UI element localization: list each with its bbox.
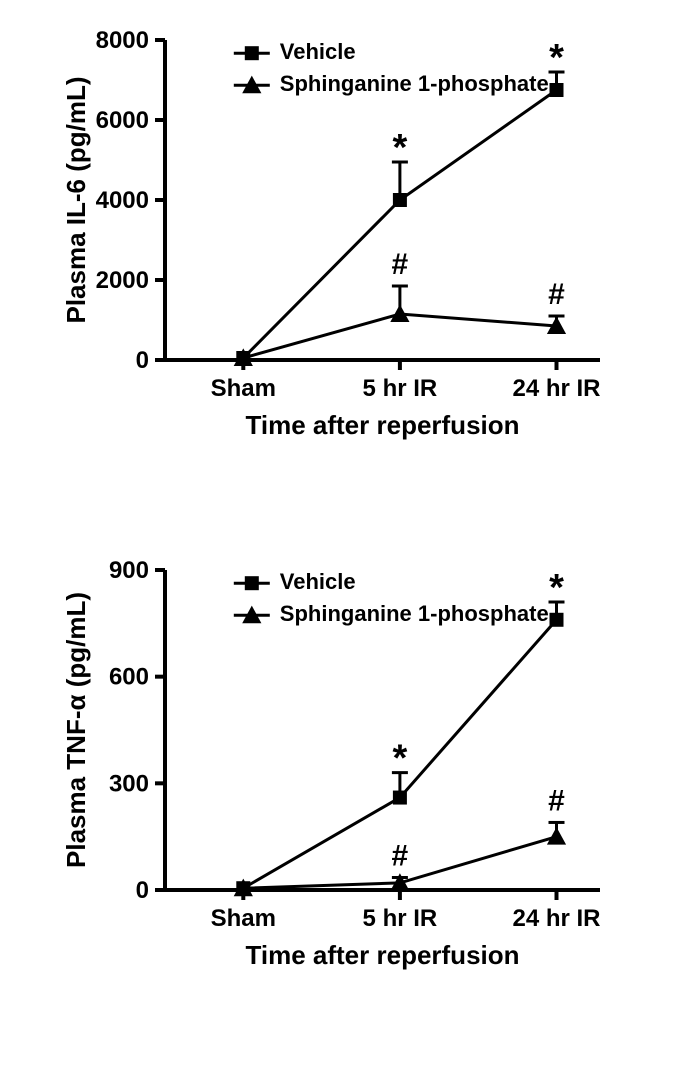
significance-marker: # bbox=[392, 840, 409, 873]
y-axis-label: Plasma IL-6 (pg/mL) bbox=[61, 76, 91, 323]
chart-0: 0 2000 4000 6000 8000 Sham 5 hr IR 24 hr IR Time… bbox=[60, 20, 620, 535]
y-tick-label: 900 bbox=[109, 557, 149, 584]
significance-marker: # bbox=[548, 784, 565, 817]
significance-marker: * bbox=[549, 37, 564, 79]
significance-marker: # bbox=[548, 278, 565, 311]
significance-marker: # bbox=[392, 248, 409, 281]
chart-1: 0 300 600 900 Sham 5 hr IR 24 hr IR Time after … bbox=[60, 550, 620, 1065]
significance-marker: * bbox=[393, 127, 408, 169]
x-tick-label: 5 hr IR bbox=[363, 905, 438, 932]
y-tick-label: 0 bbox=[136, 877, 149, 904]
x-tick-label: Sham bbox=[211, 375, 276, 402]
y-tick-label: 0 bbox=[136, 347, 149, 374]
x-tick-label: 5 hr IR bbox=[363, 375, 438, 402]
x-tick-label: 24 hr IR bbox=[512, 375, 600, 402]
y-tick-label: 300 bbox=[109, 770, 149, 797]
y-tick-label: 8000 bbox=[96, 27, 149, 54]
legend-label: Sphinganine 1-phosphate bbox=[280, 601, 549, 626]
legend-label: Vehicle bbox=[280, 569, 356, 594]
y-tick-label: 6000 bbox=[96, 107, 149, 134]
y-axis-label: Plasma TNF-α (pg/mL) bbox=[61, 592, 91, 868]
significance-marker: * bbox=[549, 567, 564, 609]
legend-label: Vehicle bbox=[280, 39, 356, 64]
x-axis-label: Time after reperfusion bbox=[245, 410, 519, 440]
y-tick-label: 600 bbox=[109, 664, 149, 691]
x-axis-label: Time after reperfusion bbox=[245, 940, 519, 970]
y-tick-label: 4000 bbox=[96, 187, 149, 214]
significance-marker: * bbox=[393, 738, 408, 780]
x-tick-label: 24 hr IR bbox=[512, 905, 600, 932]
x-tick-label: Sham bbox=[211, 905, 276, 932]
legend-label: Sphinganine 1-phosphate bbox=[280, 71, 549, 96]
y-tick-label: 2000 bbox=[96, 267, 149, 294]
